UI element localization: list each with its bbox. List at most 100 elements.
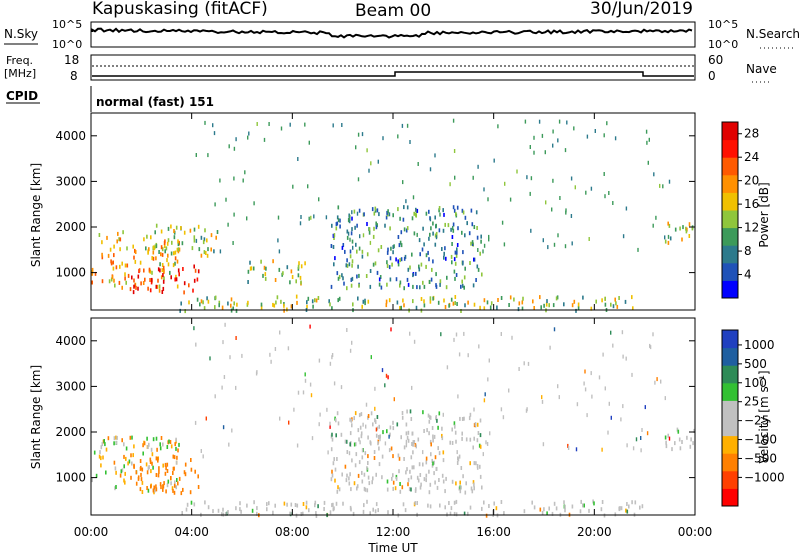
echo-cell bbox=[539, 507, 542, 512]
echo-cell bbox=[294, 503, 297, 507]
echo-cell bbox=[290, 304, 293, 309]
echo-cell bbox=[477, 164, 479, 169]
echo-cell bbox=[346, 258, 348, 263]
power-colorbar-tick: 28 bbox=[744, 127, 759, 141]
echo-cell bbox=[652, 223, 654, 228]
echo-cell bbox=[328, 299, 330, 304]
echo-cell bbox=[367, 475, 370, 480]
echo-cell bbox=[331, 353, 334, 357]
echo-cell bbox=[375, 502, 378, 507]
echo-cell bbox=[388, 212, 391, 217]
echo-cell bbox=[283, 308, 285, 313]
echo-cell bbox=[309, 382, 312, 387]
echo-cell bbox=[93, 450, 96, 455]
echo-cell bbox=[369, 284, 372, 289]
echo-cell bbox=[417, 478, 420, 483]
echo-cell bbox=[336, 457, 338, 461]
echo-cell bbox=[460, 485, 462, 490]
echo-cell bbox=[346, 328, 348, 332]
echo-cell bbox=[653, 172, 655, 177]
echo-cell bbox=[342, 501, 344, 506]
velocity-colorbar-segment bbox=[722, 330, 738, 349]
echo-cell bbox=[404, 508, 407, 513]
echo-cell bbox=[373, 211, 376, 216]
echo-cell bbox=[273, 303, 276, 308]
echo-cell bbox=[154, 230, 156, 235]
echo-cell bbox=[107, 436, 110, 441]
echo-cell bbox=[429, 299, 432, 304]
echo-cell bbox=[123, 442, 125, 447]
echo-cell bbox=[449, 182, 451, 187]
echo-cell bbox=[309, 324, 311, 329]
echo-cell bbox=[228, 144, 230, 149]
echo-cell bbox=[277, 215, 280, 220]
echo-cell bbox=[355, 242, 357, 247]
echo-cell bbox=[141, 480, 144, 485]
echo-cell bbox=[390, 327, 392, 332]
echo-cell bbox=[456, 205, 459, 210]
echo-cell bbox=[393, 244, 395, 249]
echo-cell bbox=[416, 475, 419, 480]
echo-cell bbox=[601, 298, 603, 303]
echo-cell bbox=[428, 236, 430, 241]
echo-cell bbox=[399, 482, 401, 486]
echo-cell bbox=[473, 461, 476, 466]
echo-cell bbox=[403, 286, 405, 291]
echo-cell bbox=[310, 215, 312, 220]
echo-cell bbox=[173, 455, 176, 460]
echo-cell bbox=[182, 487, 184, 492]
power-colorbar-segment bbox=[722, 245, 738, 264]
power-colorbar-segment bbox=[722, 227, 738, 246]
echo-cell bbox=[443, 298, 445, 303]
echo-cell bbox=[336, 215, 339, 220]
echo-cell bbox=[330, 477, 333, 482]
echo-cell bbox=[350, 277, 353, 282]
echo-cell bbox=[361, 470, 363, 475]
power-colorbar-tick: 4 bbox=[744, 268, 752, 282]
echo-cell bbox=[415, 444, 417, 449]
echo-cell bbox=[300, 280, 302, 285]
echo-cell bbox=[517, 307, 520, 312]
power-colorbar-segment bbox=[722, 157, 738, 176]
echo-cell bbox=[150, 235, 152, 240]
echo-cell bbox=[407, 482, 409, 487]
echo-cell bbox=[330, 284, 333, 289]
echo-cell bbox=[142, 451, 144, 456]
echo-cell bbox=[91, 267, 94, 272]
echo-cell bbox=[461, 417, 464, 421]
echo-cell bbox=[253, 201, 255, 206]
echo-cell bbox=[129, 435, 132, 440]
echo-cell bbox=[600, 507, 603, 512]
echo-cell bbox=[221, 385, 223, 390]
echo-cell bbox=[335, 501, 338, 506]
echo-cell bbox=[353, 481, 356, 486]
echo-cell bbox=[161, 252, 164, 257]
echo-cell bbox=[386, 429, 388, 434]
echo-cell bbox=[457, 394, 459, 399]
echo-cell bbox=[582, 295, 584, 300]
echo-cell bbox=[679, 226, 681, 231]
echo-cell bbox=[392, 213, 394, 218]
echo-cell bbox=[173, 251, 175, 256]
echo-cell bbox=[541, 399, 544, 404]
echo-cell bbox=[256, 506, 258, 511]
echo-cell bbox=[449, 440, 451, 445]
echo-cell bbox=[210, 233, 213, 238]
echo-cell bbox=[356, 211, 359, 216]
echo-cell bbox=[340, 385, 343, 390]
echo-cell bbox=[216, 230, 219, 234]
echo-cell bbox=[222, 507, 224, 512]
echo-cell bbox=[270, 359, 272, 364]
echo-cell bbox=[458, 486, 461, 491]
echo-cell bbox=[346, 439, 348, 444]
echo-cell bbox=[405, 422, 408, 427]
echo-cell bbox=[473, 436, 475, 441]
echo-cell bbox=[483, 306, 486, 311]
echo-cell bbox=[406, 409, 408, 414]
echo-cell bbox=[392, 486, 394, 491]
echo-cell bbox=[174, 261, 176, 266]
echo-cell bbox=[323, 507, 325, 511]
echo-cell bbox=[192, 288, 194, 293]
echo-cell bbox=[660, 379, 662, 384]
echo-cell bbox=[452, 222, 455, 227]
